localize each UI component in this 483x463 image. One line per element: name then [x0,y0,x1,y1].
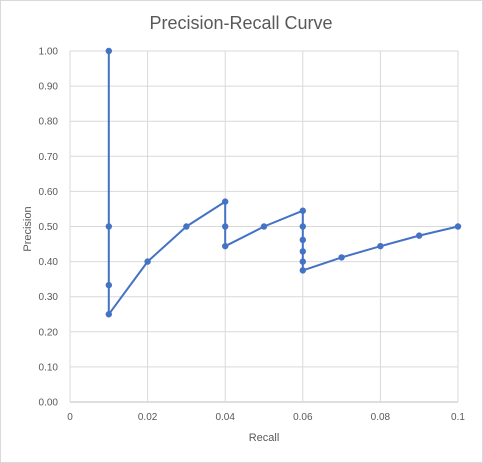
data-point [183,223,190,230]
data-point [299,207,306,214]
y-tick-label: 0.10 [39,362,59,373]
data-point [377,242,384,250]
data-point [454,223,462,230]
data-point [299,258,306,265]
data-point [105,281,113,289]
y-axis-title: Precision [22,206,34,251]
data-point [260,223,268,230]
x-tick-label: 0.08 [371,412,391,423]
y-tick-label: 1.00 [39,47,59,58]
y-tick-label: 0.70 [39,152,59,163]
x-tick-label: 0.06 [293,412,313,423]
data-point [222,242,229,250]
y-tick-label: 0.90 [39,82,59,93]
data-point [416,232,423,239]
x-tick-label: 0.1 [451,412,465,423]
y-tick-label: 0.50 [39,222,59,233]
data-point [105,223,113,230]
data-point [299,223,306,230]
x-axis-title: Recall [249,432,280,444]
y-tick-label: 0.20 [39,327,59,338]
y-tick-label: 0.30 [39,292,59,303]
data-point [144,258,151,265]
series-line [107,51,459,316]
x-axis-ticks: 0 0.02 0.04 0.06 0.08 0.1 [67,412,465,423]
data-point [222,198,229,205]
y-tick-label: 0.40 [39,257,59,268]
data-point [299,267,306,274]
data-point [299,236,306,244]
chart-title: Precision-Recall Curve [149,13,332,33]
y-tick-label: 0.80 [39,117,59,128]
x-tick-label: 0.02 [138,412,158,423]
data-point [105,47,113,55]
data-point [222,223,229,230]
series-group [105,47,462,318]
y-tick-label: 0.00 [39,398,59,409]
y-tick-label: 0.60 [39,187,59,198]
data-point [338,254,345,261]
x-tick-label: 0.04 [215,412,235,423]
data-point [105,311,113,318]
x-tick-label: 0 [67,412,73,423]
y-axis-ticks: 0.00 0.10 0.20 0.30 0.40 0.50 0.60 0.70 0.80 0.90… [39,47,59,409]
data-point [299,248,306,255]
